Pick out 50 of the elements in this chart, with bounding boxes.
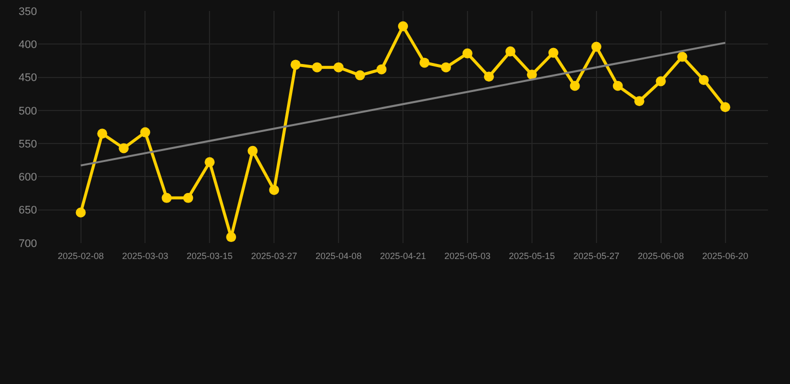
point	[698, 74, 709, 85]
point	[526, 70, 537, 80]
point	[118, 143, 129, 154]
x-tick-label: 2025-05-15	[508, 250, 555, 261]
x-tick-label: 2025-04-21	[380, 250, 426, 261]
point	[355, 70, 366, 80]
point	[334, 62, 344, 72]
point	[97, 128, 108, 139]
point	[290, 60, 301, 70]
point	[398, 21, 408, 32]
y-tick-label: 350	[18, 6, 37, 18]
point	[440, 62, 451, 72]
point	[570, 80, 580, 91]
y-tick-label: 650	[18, 204, 37, 217]
point	[634, 96, 644, 106]
x-tick-label: 2025-06-08	[638, 250, 684, 261]
point	[419, 58, 430, 68]
y-tick-label: 550	[18, 138, 37, 150]
point	[720, 102, 730, 112]
point	[226, 232, 236, 242]
point	[162, 192, 172, 203]
y-tick-label: 500	[18, 105, 37, 118]
x-tick-label: 2025-05-27	[573, 250, 620, 261]
x-tick-label: 2025-03-15	[186, 250, 233, 261]
point	[505, 46, 516, 56]
point	[376, 64, 387, 74]
y-tick-label: 450	[18, 72, 37, 84]
y-tick-label: 700	[18, 238, 37, 250]
point	[140, 127, 150, 138]
x-tick-label: 2025-06-20	[702, 250, 748, 261]
y-tick-label: 600	[18, 172, 37, 184]
x-tick-label: 2025-02-08	[58, 250, 104, 261]
point	[656, 76, 666, 86]
point	[484, 72, 494, 82]
point	[591, 42, 602, 52]
x-tick-label: 2025-05-03	[444, 250, 490, 261]
point	[677, 52, 688, 62]
point	[312, 62, 322, 72]
point	[183, 192, 194, 203]
point	[548, 48, 558, 58]
point	[462, 48, 472, 58]
y-tick-label: 400	[18, 38, 37, 51]
point	[248, 146, 258, 156]
point	[612, 80, 623, 91]
point	[269, 184, 280, 195]
x-tick-label: 2025-03-27	[251, 250, 298, 261]
point	[76, 208, 86, 218]
x-tick-label: 2025-04-08	[316, 250, 362, 261]
point	[204, 157, 215, 168]
x-tick-label: 2025-03-03	[122, 250, 168, 261]
